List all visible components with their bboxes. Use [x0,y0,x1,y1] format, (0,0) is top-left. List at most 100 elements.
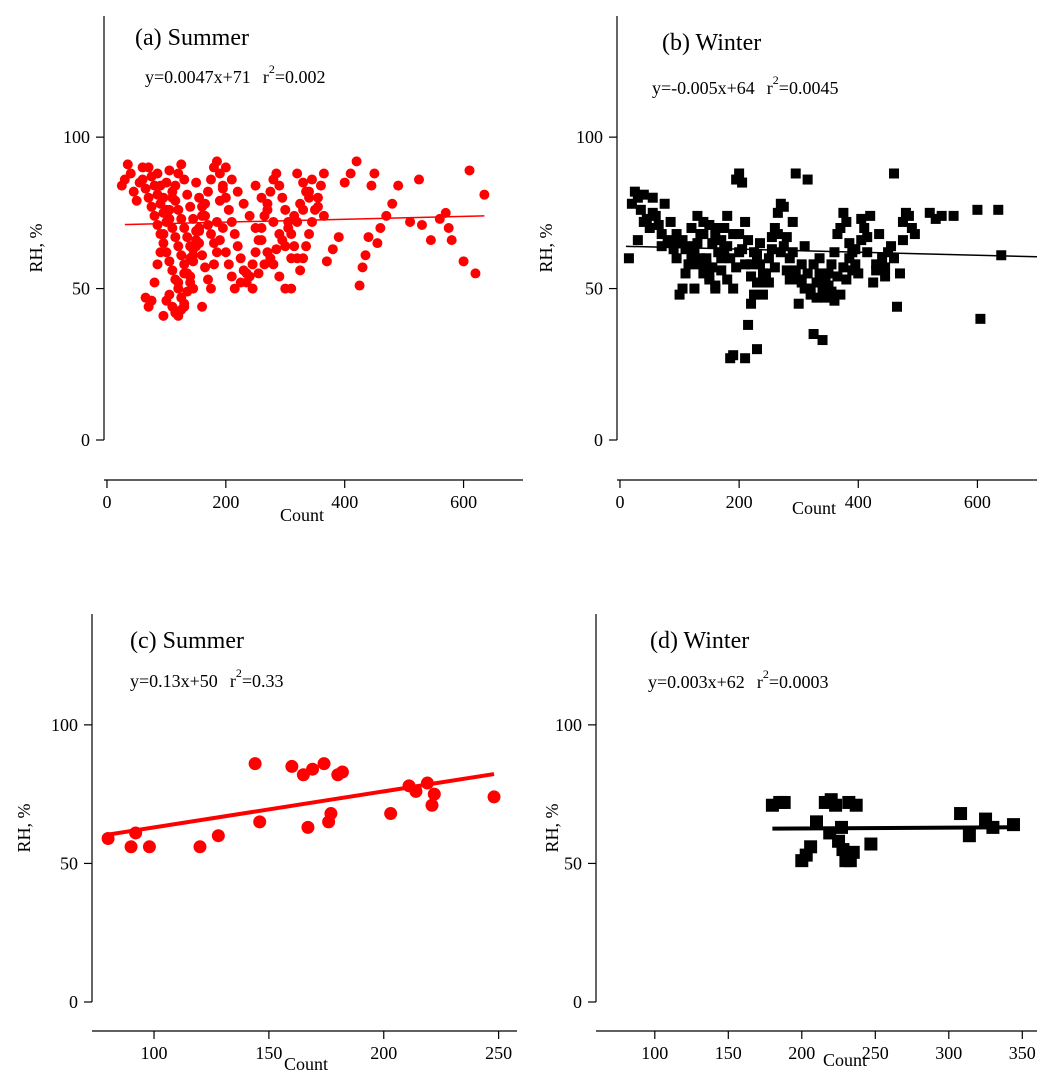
r2-superscript: 2 [763,667,769,681]
data-point [728,229,739,240]
data-point [665,216,676,227]
data-point [713,247,724,258]
data-point [226,174,237,185]
r2-base: r [230,671,236,691]
data-point [226,271,237,282]
data-point [137,174,148,185]
data-point [205,283,216,294]
data-point [864,837,878,851]
data-point [315,180,326,191]
data-point [790,265,801,276]
data-point [772,229,783,240]
x-axis-label: Count [284,1054,328,1074]
data-point [265,186,276,197]
data-point [470,268,481,279]
x-tick-label: 100 [141,1043,168,1063]
data-point [211,247,222,258]
data-point [179,259,190,270]
data-point [250,180,261,191]
data-point [808,329,819,339]
data-point [707,262,718,273]
data-point [335,765,349,779]
data-point [841,274,852,285]
x-tick-label: 200 [212,492,239,512]
data-point [752,344,762,355]
data-point [146,201,157,212]
data-point [333,232,344,243]
data-point [298,253,309,264]
data-point [874,229,885,240]
data-point [464,165,475,176]
data-point [656,229,667,240]
data-point [734,168,745,179]
data-point [692,259,703,270]
data-point [647,192,658,203]
data-point [826,286,837,297]
data-point [363,232,374,243]
data-point [188,213,199,224]
data-point [285,759,299,773]
data-point [850,259,861,270]
data-point [155,198,166,209]
data-point [393,180,404,191]
data-point [238,198,249,209]
data-point [847,265,858,276]
data-point [814,253,825,264]
data-point [716,253,727,264]
data-point [835,223,846,233]
data-point [140,183,151,194]
x-tick-label: 250 [485,1043,512,1063]
data-point [271,168,282,179]
data-point [856,213,867,224]
data-point [360,250,371,261]
data-point [710,229,721,240]
data-point [805,289,816,300]
data-point [754,238,765,249]
data-point [710,280,721,291]
data-point [188,283,199,294]
data-point [220,162,231,173]
data-point [749,289,760,300]
data-point [425,235,436,246]
data-point [683,259,694,270]
data-point [250,223,261,233]
data-point [975,313,986,324]
data-point [173,277,184,288]
data-point [286,283,297,294]
data-point [185,201,196,212]
data-point [384,807,398,821]
data-point [665,238,676,249]
data-point [810,815,823,829]
data-point [728,283,739,294]
data-point [626,198,637,209]
data-point [892,301,902,312]
y-tick-label: 0 [81,430,90,450]
data-point [205,229,216,240]
data-point [161,177,172,188]
data-point [152,219,163,230]
data-point [790,168,801,179]
chart-panel-2: 0 50 100 0 200 400 600 Count RH, % (b) Winter y=-0… [536,16,1038,518]
data-point [686,253,697,264]
data-point [740,216,751,227]
fit-equation: y=-0.005x+64 r2=0.0045 [652,73,838,98]
data-point [289,210,300,221]
data-point [635,204,646,215]
data-point [167,223,178,233]
x-tick-label: 600 [964,492,991,512]
data-point [458,256,469,267]
data-point [909,229,920,240]
data-point [211,829,225,843]
x-tick-label: 300 [935,1043,962,1063]
fit-equation: y=0.0047x+71 r2=0.002 [145,62,325,87]
data-point [769,223,780,233]
regression-line [625,245,1038,258]
data-point [321,256,332,267]
data-point [256,235,267,246]
data-point [632,235,643,246]
data-point [191,177,202,188]
data-point [173,241,184,252]
data-point [725,253,736,264]
data-point [719,223,730,233]
data-point [698,229,709,240]
